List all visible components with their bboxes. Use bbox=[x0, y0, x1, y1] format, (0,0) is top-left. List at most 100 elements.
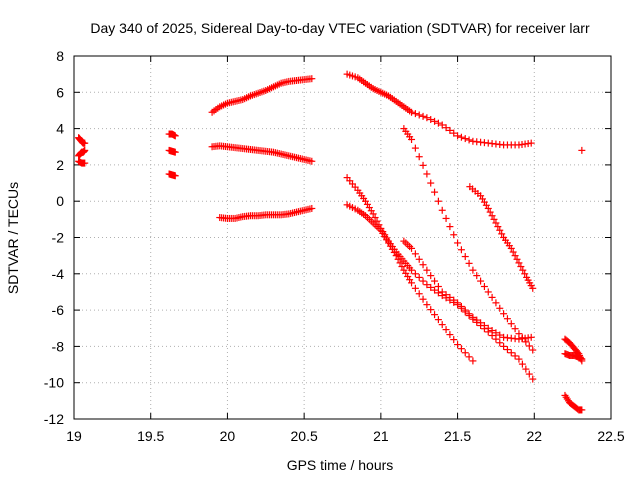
y-tick-label: 6 bbox=[56, 84, 64, 100]
data-point bbox=[411, 270, 419, 278]
data-layer bbox=[75, 70, 586, 414]
data-point bbox=[511, 252, 519, 260]
data-point bbox=[515, 259, 523, 267]
x-tick-label: 22 bbox=[526, 428, 542, 444]
data-point bbox=[81, 146, 89, 154]
data-point bbox=[438, 206, 446, 214]
x-tick-label: 20.5 bbox=[291, 428, 318, 444]
data-point bbox=[446, 223, 454, 231]
data-point bbox=[423, 281, 431, 289]
data-point bbox=[411, 144, 419, 152]
data-point bbox=[515, 355, 523, 363]
data-point bbox=[507, 244, 515, 252]
data-point bbox=[465, 259, 473, 267]
data-point bbox=[461, 253, 469, 261]
data-point bbox=[446, 126, 454, 134]
data-point bbox=[529, 284, 537, 292]
data-point bbox=[308, 75, 316, 83]
y-tick-label: -4 bbox=[52, 266, 65, 282]
y-tick-label: -2 bbox=[52, 230, 65, 246]
y-tick-label: -10 bbox=[44, 375, 64, 391]
x-tick-label: 21 bbox=[373, 428, 389, 444]
data-point bbox=[434, 289, 442, 297]
data-point bbox=[431, 188, 439, 196]
data-point bbox=[477, 319, 485, 327]
data-point bbox=[519, 266, 527, 274]
data-point bbox=[578, 355, 586, 363]
y-tick-label: 8 bbox=[56, 48, 64, 64]
series-arc-M bbox=[578, 146, 586, 154]
data-point bbox=[522, 338, 530, 346]
data-point bbox=[442, 291, 450, 299]
x-axis-label: GPS time / hours bbox=[287, 457, 394, 473]
grid-layer bbox=[74, 56, 611, 419]
data-point bbox=[419, 112, 427, 120]
data-point bbox=[465, 310, 473, 318]
data-point bbox=[492, 329, 500, 337]
data-point bbox=[525, 342, 533, 350]
data-point bbox=[419, 161, 427, 169]
series-arc-K bbox=[561, 350, 586, 363]
data-point bbox=[411, 250, 419, 258]
data-point bbox=[500, 342, 508, 350]
data-point bbox=[392, 252, 400, 260]
data-point bbox=[488, 327, 496, 335]
data-point bbox=[461, 306, 469, 314]
series-arc-G bbox=[400, 125, 537, 354]
data-point bbox=[442, 124, 450, 132]
tick-layer: 19 19.5 20 20.5 21 21.5 22 22.5 -12 -10 -8 -6 -4 -2 0 2… bbox=[44, 48, 625, 444]
data-point bbox=[473, 316, 481, 324]
data-point bbox=[492, 299, 500, 307]
data-point bbox=[529, 346, 537, 354]
data-point bbox=[480, 283, 488, 291]
data-point bbox=[450, 296, 458, 304]
data-point bbox=[419, 277, 427, 285]
data-point bbox=[461, 135, 469, 143]
series-arc-19.6-b bbox=[165, 146, 179, 156]
data-point bbox=[438, 321, 446, 329]
y-tick-label: -6 bbox=[52, 302, 65, 318]
data-point bbox=[465, 353, 473, 361]
data-point bbox=[371, 214, 379, 222]
chart-title: Day 340 of 2025, Sidereal Day-to-day VTE… bbox=[90, 20, 590, 36]
y-tick-label: 0 bbox=[56, 193, 64, 209]
data-point bbox=[578, 406, 586, 414]
data-point bbox=[461, 349, 469, 357]
series-arc-H bbox=[400, 237, 535, 343]
data-point bbox=[469, 313, 477, 321]
series-arc-L bbox=[561, 391, 586, 414]
y-tick-label: 2 bbox=[56, 157, 64, 173]
data-point bbox=[457, 302, 465, 310]
data-point bbox=[431, 277, 439, 285]
plot-frame bbox=[73, 55, 612, 420]
x-tick-label: 22.5 bbox=[597, 428, 624, 444]
data-point bbox=[81, 159, 89, 167]
data-point bbox=[411, 284, 419, 292]
data-point bbox=[427, 306, 435, 314]
data-point bbox=[415, 153, 423, 161]
data-point bbox=[509, 248, 517, 256]
data-point bbox=[498, 230, 506, 238]
data-point bbox=[457, 345, 465, 353]
data-point bbox=[527, 333, 535, 341]
data-point bbox=[81, 139, 89, 147]
y-tick-label: -8 bbox=[52, 338, 65, 354]
data-point bbox=[419, 295, 427, 303]
data-point bbox=[408, 279, 416, 287]
data-point bbox=[431, 117, 439, 125]
data-point bbox=[423, 266, 431, 274]
series-arc-start-mid bbox=[75, 146, 89, 160]
data-point bbox=[492, 219, 500, 227]
data-point bbox=[473, 272, 481, 280]
data-point bbox=[454, 132, 462, 140]
data-point bbox=[408, 266, 416, 274]
data-point bbox=[308, 157, 316, 165]
series-arc-D bbox=[343, 70, 535, 149]
series-arc-C bbox=[216, 204, 316, 222]
data-point bbox=[415, 290, 423, 298]
data-point bbox=[419, 261, 427, 269]
data-point bbox=[529, 375, 537, 383]
data-point bbox=[496, 226, 504, 234]
data-point bbox=[457, 133, 465, 141]
data-point bbox=[442, 326, 450, 334]
